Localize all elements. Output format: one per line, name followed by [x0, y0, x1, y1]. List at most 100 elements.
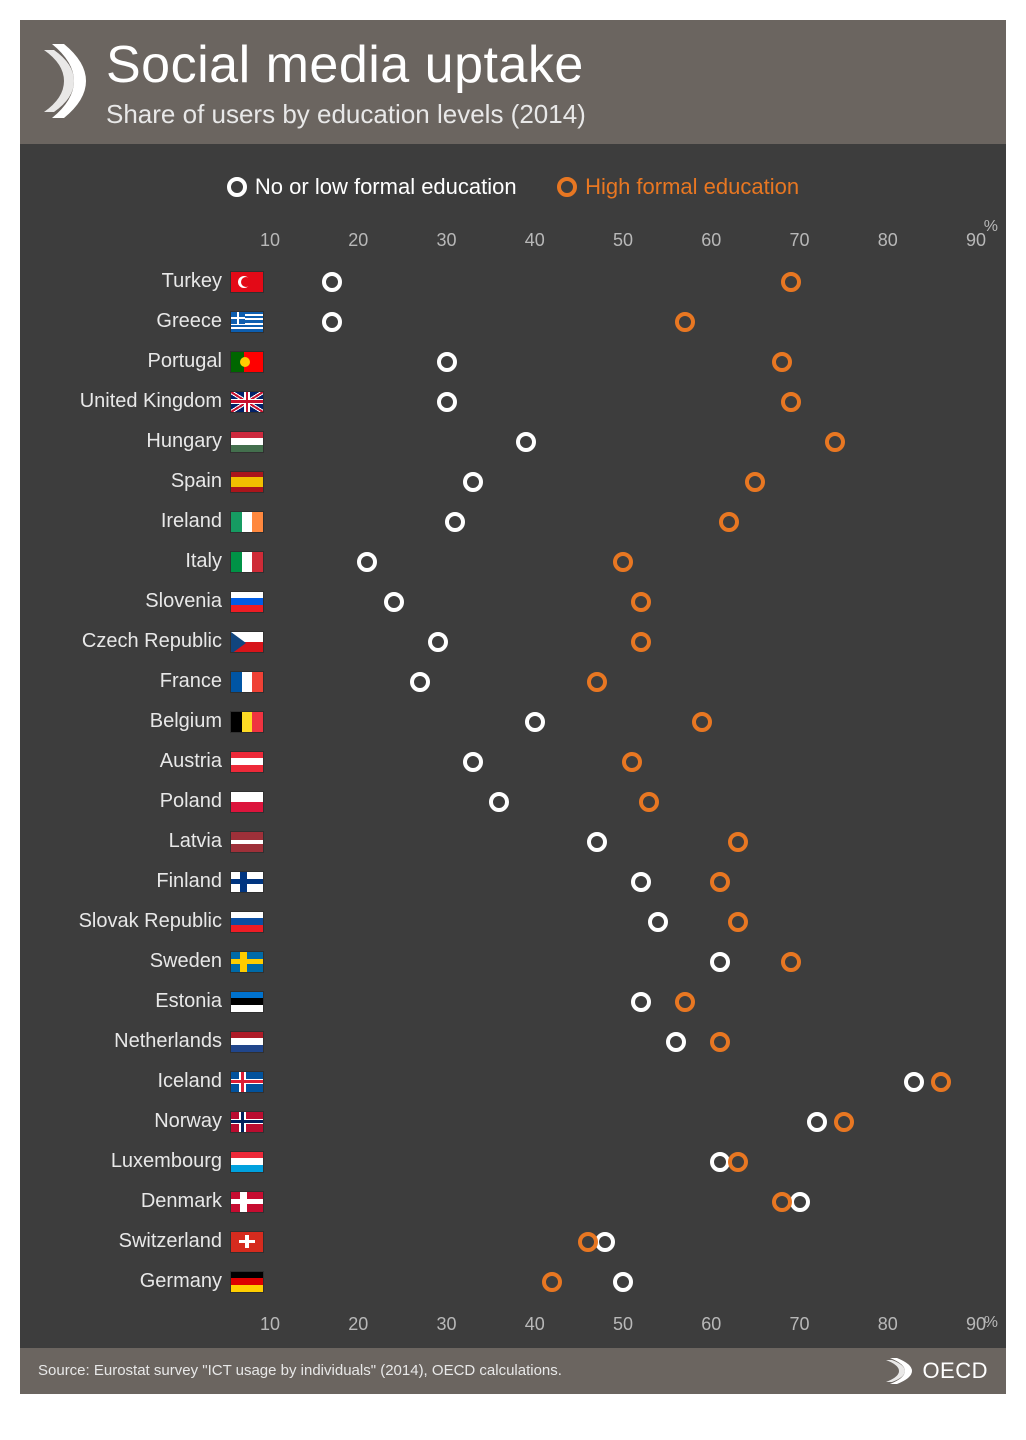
data-row: Belgium — [50, 702, 976, 742]
axis-tick: 50 — [613, 230, 633, 251]
data-row: France — [50, 662, 976, 702]
flag-icon — [230, 271, 264, 293]
data-row: Estonia — [50, 982, 976, 1022]
marker-high — [781, 392, 801, 412]
plot-area: No or low formal education High formal e… — [20, 144, 1006, 1348]
flag-icon — [230, 391, 264, 413]
marker-high — [825, 432, 845, 452]
data-row: Italy — [50, 542, 976, 582]
flag-icon — [230, 311, 264, 333]
country-label: Germany — [50, 1270, 230, 1293]
marker-high — [675, 312, 695, 332]
axis-tick: 30 — [436, 230, 456, 251]
plot-line — [270, 582, 976, 622]
axis-tick: 10 — [260, 230, 280, 251]
footer-brand: OECD — [886, 1358, 988, 1384]
country-label: France — [50, 670, 230, 693]
flag-icon — [230, 1031, 264, 1053]
data-row: Luxembourg — [50, 1142, 976, 1182]
chart-header: Social media uptake Share of users by ed… — [20, 20, 1006, 144]
flag-icon — [230, 1271, 264, 1293]
plot-line — [270, 422, 976, 462]
data-row: Sweden — [50, 942, 976, 982]
marker-low — [790, 1192, 810, 1212]
marker-high — [639, 792, 659, 812]
oecd-footer-icon — [886, 1358, 916, 1384]
plot-line — [270, 902, 976, 942]
data-row: Switzerland — [50, 1222, 976, 1262]
country-label: Sweden — [50, 950, 230, 973]
plot-line — [270, 742, 976, 782]
plot-line — [270, 1102, 976, 1142]
marker-low — [710, 952, 730, 972]
marker-low — [410, 672, 430, 692]
data-row: Hungary — [50, 422, 976, 462]
flag-icon — [230, 1071, 264, 1093]
flag-icon — [230, 1191, 264, 1213]
flag-icon — [230, 711, 264, 733]
legend-item-low: No or low formal education — [227, 174, 517, 200]
axis-tick: 20 — [348, 1314, 368, 1335]
data-row: Austria — [50, 742, 976, 782]
country-label: Slovak Republic — [50, 910, 230, 933]
country-label: Portugal — [50, 350, 230, 373]
country-label: Norway — [50, 1110, 230, 1133]
marker-high — [692, 712, 712, 732]
marker-low — [807, 1112, 827, 1132]
axis-tick: 40 — [525, 1314, 545, 1335]
country-label: Czech Republic — [50, 630, 230, 653]
country-label: Slovenia — [50, 590, 230, 613]
marker-low — [437, 352, 457, 372]
marker-low — [463, 752, 483, 772]
country-label: Poland — [50, 790, 230, 813]
marker-low — [631, 872, 651, 892]
marker-high — [931, 1072, 951, 1092]
data-row: Czech Republic — [50, 622, 976, 662]
plot-line — [270, 302, 976, 342]
axis-tick: 20 — [348, 230, 368, 251]
marker-low — [445, 512, 465, 532]
country-label: Iceland — [50, 1070, 230, 1093]
marker-low — [904, 1072, 924, 1092]
marker-low — [384, 592, 404, 612]
plot-line — [270, 1182, 976, 1222]
plot-line — [270, 262, 976, 302]
flag-icon — [230, 911, 264, 933]
marker-high — [631, 632, 651, 652]
chart-title: Social media uptake — [106, 38, 982, 93]
plot-line — [270, 502, 976, 542]
marker-high — [710, 872, 730, 892]
data-row: Slovenia — [50, 582, 976, 622]
marker-high — [728, 1152, 748, 1172]
data-row: United Kingdom — [50, 382, 976, 422]
marker-high — [631, 592, 651, 612]
plot-line — [270, 862, 976, 902]
legend-marker-high-icon — [557, 177, 577, 197]
plot-line — [270, 622, 976, 662]
data-row: Norway — [50, 1102, 976, 1142]
marker-low — [525, 712, 545, 732]
plot-line — [270, 382, 976, 422]
marker-high — [781, 272, 801, 292]
marker-high — [578, 1232, 598, 1252]
country-label: Italy — [50, 550, 230, 573]
marker-high — [834, 1112, 854, 1132]
country-label: Luxembourg — [50, 1150, 230, 1173]
flag-icon — [230, 511, 264, 533]
plot-line — [270, 782, 976, 822]
plot-line — [270, 342, 976, 382]
plot-line — [270, 462, 976, 502]
data-row: Poland — [50, 782, 976, 822]
country-label: Hungary — [50, 430, 230, 453]
data-row: Netherlands — [50, 1022, 976, 1062]
chart-grid: 102030405060708090% TurkeyGreecePortugal… — [50, 226, 976, 1338]
marker-low — [666, 1032, 686, 1052]
axis-tick: 70 — [789, 230, 809, 251]
axis-top: 102030405060708090% — [50, 226, 976, 254]
flag-icon — [230, 1111, 264, 1133]
flag-icon — [230, 1231, 264, 1253]
plot-line — [270, 1062, 976, 1102]
marker-high — [728, 912, 748, 932]
axis-bottom: 102030405060708090% — [50, 1310, 976, 1338]
axis-unit-bottom: % — [984, 1314, 998, 1332]
